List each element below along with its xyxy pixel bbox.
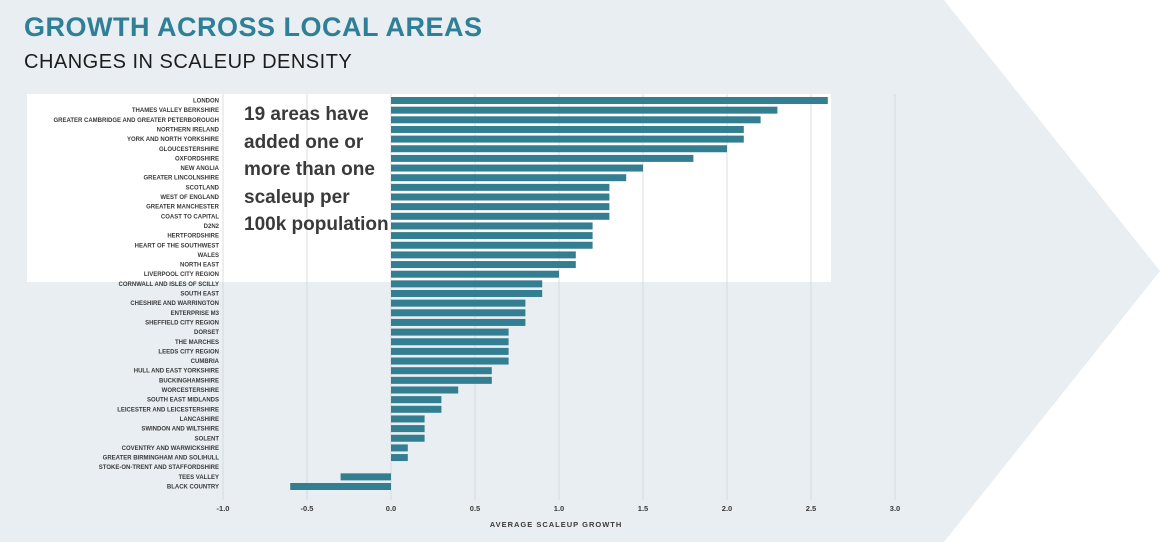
bar xyxy=(391,444,408,452)
category-label: WEST OF ENGLAND xyxy=(160,195,219,201)
bar xyxy=(391,318,526,326)
category-label: SOUTH EAST xyxy=(180,292,219,298)
category-label: LANCASHIRE xyxy=(180,417,219,423)
category-label: TEES VALLEY xyxy=(178,475,219,481)
bar xyxy=(391,241,593,249)
x-tick-label: 1.0 xyxy=(554,504,564,513)
category-label: SCOTLAND xyxy=(186,185,220,191)
bar xyxy=(391,405,442,413)
bar xyxy=(391,212,610,220)
page-subtitle: CHANGES IN SCALEUP DENSITY xyxy=(24,51,353,73)
category-label: BUCKINGHAMSHIRE xyxy=(159,378,219,384)
bar xyxy=(391,425,425,433)
bar xyxy=(391,434,425,442)
bar xyxy=(391,106,778,114)
category-label: GREATER BIRMINGHAM AND SOLIHULL xyxy=(103,456,220,462)
category-label: LONDON xyxy=(193,99,219,105)
x-axis-title: AVERAGE SCALEUP GROWTH xyxy=(490,520,623,529)
category-labels: LONDON THAMES VALLEY BERKSHIRE GREATER CAM… xyxy=(53,99,219,491)
bar xyxy=(391,164,643,172)
x-tick-label: -1.0 xyxy=(217,504,230,513)
category-label: OXFORDSHIRE xyxy=(175,156,219,162)
x-tick-label: 2.0 xyxy=(722,504,732,513)
bar xyxy=(391,376,492,384)
bar xyxy=(391,116,761,124)
bar xyxy=(391,135,744,143)
bar xyxy=(391,386,459,394)
category-label: GREATER MANCHESTER xyxy=(146,205,220,211)
category-label: CORNWALL AND ISLES OF SCILLY xyxy=(119,282,219,288)
category-label: COVENTRY AND WARWICKSHIRE xyxy=(122,446,219,452)
category-label: HULL AND EAST YORKSHIRE xyxy=(134,369,219,375)
category-label: SHEFFIELD CITY REGION xyxy=(145,320,219,326)
category-label: WORCESTERSHIRE xyxy=(162,388,219,394)
bar xyxy=(391,97,828,104)
category-label: HEART OF THE SOUTHWEST xyxy=(135,243,220,249)
bar xyxy=(391,251,576,259)
category-label: CUMBRIA xyxy=(191,359,220,365)
category-label: COAST TO CAPITAL xyxy=(161,214,219,220)
category-label: THAMES VALLEY BERKSHIRE xyxy=(132,108,219,114)
x-tick-label: 1.5 xyxy=(638,504,648,513)
callout-text: 19 areas have added one or more than one… xyxy=(244,104,389,235)
category-label: GLOUCESTERSHIRE xyxy=(159,147,219,153)
category-label: GREATER LINCOLNSHIRE xyxy=(143,176,219,182)
page-title: GROWTH ACROSS LOCAL AREAS xyxy=(24,12,483,42)
x-tick-label: 0.0 xyxy=(386,504,396,513)
bars xyxy=(290,97,828,490)
bar xyxy=(340,473,391,481)
category-label: NORTHERN IRELAND xyxy=(157,127,220,133)
category-label: LEEDS CITY REGION xyxy=(158,349,219,355)
category-label: HERTFORDSHIRE xyxy=(167,234,219,240)
category-label: SOUTH EAST MIDLANDS xyxy=(147,398,219,404)
x-tick-label: -0.5 xyxy=(301,504,314,513)
category-label: CHESHIRE AND WARRINGTON xyxy=(130,301,219,307)
x-axis-ticks: -1.0 -0.5 0.0 0.5 1.0 1.5 2.0 2.5 3.0 xyxy=(217,504,901,513)
bar xyxy=(391,125,744,133)
x-tick-label: 0.5 xyxy=(470,504,480,513)
bar xyxy=(391,328,509,336)
bar xyxy=(391,261,576,269)
bar xyxy=(391,309,526,317)
bar xyxy=(391,338,509,346)
bar xyxy=(391,290,543,297)
category-label: GREATER CAMBRIDGE AND GREATER PETERBOROU… xyxy=(53,118,219,124)
category-label: DORSET xyxy=(194,330,219,336)
bar xyxy=(391,193,610,201)
category-label: NORTH EAST xyxy=(180,263,219,269)
bar xyxy=(391,357,509,365)
bar xyxy=(391,174,627,182)
bar xyxy=(391,454,408,462)
category-label: WALES xyxy=(198,253,219,259)
bar xyxy=(391,280,543,288)
category-label: BLACK COUNTRY xyxy=(167,485,219,491)
bar xyxy=(391,396,442,404)
category-label: STOKE-ON-TRENT AND STAFFORDSHIRE xyxy=(99,465,219,471)
bar xyxy=(391,415,425,423)
category-label: SWINDON AND WILTSHIRE xyxy=(141,427,219,433)
category-label: D2N2 xyxy=(204,224,220,230)
bar xyxy=(391,203,610,211)
category-label: YORK AND NORTH YORKSHIRE xyxy=(127,137,219,143)
bar xyxy=(391,222,593,230)
category-label: ENTERPRISE M3 xyxy=(171,311,220,317)
x-tick-label: 2.5 xyxy=(806,504,816,513)
category-label: LIVERPOOL CITY REGION xyxy=(144,272,219,278)
bar xyxy=(391,232,593,240)
bar xyxy=(391,145,727,153)
bar xyxy=(391,270,559,278)
category-label: NEW ANGLIA xyxy=(181,166,220,172)
bar xyxy=(391,367,492,375)
category-label: SOLENT xyxy=(195,436,220,442)
bar xyxy=(391,347,509,355)
x-tick-label: 3.0 xyxy=(890,504,900,513)
bar xyxy=(391,154,694,162)
category-label: LEICESTER AND LEICESTERSHIRE xyxy=(117,407,219,413)
bar xyxy=(391,299,526,307)
bar xyxy=(290,483,391,490)
category-label: THE MARCHES xyxy=(175,340,219,346)
bar xyxy=(391,183,610,191)
